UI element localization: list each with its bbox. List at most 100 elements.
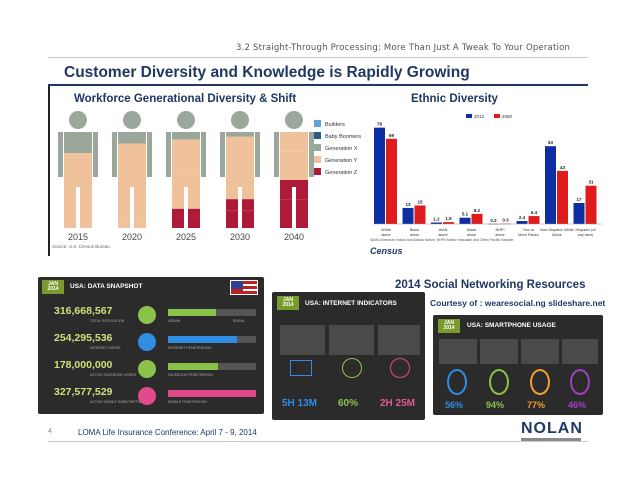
person-head (285, 111, 303, 129)
ethnic-heading: Ethnic Diversity (411, 93, 498, 105)
snapshot-bar-track (168, 363, 256, 370)
snapshot-row: 178,000,000 ACTIVE FACEBOOK USERS FACEBOOK… (38, 357, 264, 383)
person-segment (64, 132, 92, 154)
snapshot-label: TOTAL POPULATION (90, 319, 125, 323)
person-figure-2040: 2040 (274, 111, 314, 242)
ethnic-footnote: NAIN=American Indian and Alaska Native; … (370, 238, 514, 242)
person-head (123, 111, 141, 129)
ethnic-category-label: Asian alone (467, 228, 477, 237)
person-arm (166, 132, 171, 177)
workforce-people-figure: 2015 2020 2025 2030 2040 Builders Baby Boomers… (58, 111, 361, 242)
ethnic-value-label: 1.5 (445, 216, 452, 221)
legend-swatch (314, 168, 321, 175)
ethnic-bar (374, 127, 385, 224)
phone-icon-2 (489, 369, 509, 395)
ethnic-value-label: 13 (405, 202, 411, 207)
person-arm (147, 132, 152, 177)
snapshot-bar-label: FACEBOOK PENETRATION (168, 373, 213, 377)
year-label: 2030 (230, 232, 250, 242)
ethnic-value-label: 1.2 (433, 217, 440, 222)
smartphone-usage-panel: JAN 2014 USA: SMARTPHONE USAGE 56% 94% 7… (433, 315, 603, 415)
workforce-heading: Workforce Generational Diversity & Shift (74, 93, 297, 105)
internet-value-2: 60% (338, 398, 359, 409)
ethnic-category-label: NHPI alone (495, 228, 504, 237)
snapshot-bar-track (168, 336, 256, 343)
internet-title: USA: INTERNET INDICATORS (305, 300, 397, 307)
ethnic-value-label: 69 (389, 133, 395, 138)
ethnic-bar (528, 216, 540, 224)
snapshot-icon (138, 387, 156, 405)
internet-card-3 (378, 325, 420, 355)
ethnic-value-label: 6.4 (531, 210, 538, 215)
person-arm (309, 132, 314, 177)
legend-label: Builders (325, 122, 345, 128)
snapshot-row: 254,295,536 INTERNET USERS INTERNET PENETR… (38, 330, 264, 356)
snapshot-icon (138, 333, 156, 351)
person-segment (226, 132, 254, 137)
ethnic-value-label: 17 (576, 197, 582, 202)
snapshot-bar-fill (168, 336, 237, 343)
ethnic-bar (573, 203, 585, 224)
person-segment (172, 139, 200, 173)
person-arm (220, 132, 225, 177)
person-arm (112, 132, 117, 177)
person-arm (93, 132, 98, 177)
person-head (69, 111, 87, 129)
snapshot-number: 178,000,000 (54, 359, 113, 371)
snapshot-icon (138, 360, 156, 378)
person-leg-gap (76, 187, 80, 228)
internet-value-1: 5H 13M (282, 398, 318, 409)
snapshot-bar-label: INTERNET PENETRATION (168, 346, 212, 350)
person-head (231, 111, 249, 129)
us-flag-icon (230, 280, 258, 295)
snapshot-bar-label-2: RURAL (233, 319, 245, 323)
person-arm (201, 132, 206, 177)
footer-text: LOMA Life Insurance Conference: April 7 … (78, 428, 257, 437)
person-leg-gap (184, 187, 188, 228)
census-logo: Census (370, 246, 403, 256)
ethnic-value-label: 0.3 (502, 218, 509, 223)
ethnic-bar (431, 222, 442, 224)
legend-label: Generation X (325, 146, 358, 152)
internet-card-1 (280, 325, 325, 355)
smartphone-tag: JAN 2014 (438, 319, 460, 333)
ethnic-category-label: Non-Hispanic White Alone (540, 228, 574, 237)
ethnic-bar (557, 170, 568, 224)
person-segment (280, 151, 308, 180)
person-leg-gap (238, 187, 242, 228)
slide-title: Customer Diversity and Knowledge is Rapi… (64, 64, 470, 81)
person-arm (58, 132, 63, 177)
legend-swatch (314, 156, 321, 163)
snapshot-number: 327,577,529 (54, 386, 113, 398)
ethnic-category-label: Black alone (410, 228, 419, 237)
social-icon (390, 358, 410, 378)
internet-card-2 (329, 325, 374, 355)
legend-swatch (314, 120, 321, 127)
data-snapshot-panel: JAN 2014 USA: DATA SNAPSHOT 316,668,567 T… (38, 277, 264, 414)
courtesy-note: Courtesy of : wearesocial.ng slideshare.… (430, 298, 606, 308)
person-leg-gap (130, 187, 134, 228)
phone-icon-4 (570, 369, 590, 395)
ethnic-bar (443, 222, 454, 224)
title-underline (48, 84, 588, 86)
snapshot-bar-fill (168, 363, 219, 370)
laptop-icon (290, 360, 312, 376)
page-number: 4 (48, 428, 52, 435)
ethnic-category-label: White alone (381, 228, 391, 237)
person-arm (255, 132, 260, 177)
year-label: 2015 (68, 232, 88, 242)
person-segment (280, 132, 308, 152)
workforce-legend: Builders Baby Boomers Generation X Generati… (314, 120, 361, 176)
snapshot-label: ACTIVE FACEBOOK USERS (90, 373, 136, 377)
smartphone-card-2 (480, 339, 518, 364)
internet-tag: JAN 2014 (277, 296, 299, 310)
internet-value-3: 2H 25M (380, 398, 416, 409)
person-head (177, 111, 195, 129)
snapshot-icon (138, 306, 156, 324)
ethnic-bar (459, 217, 471, 224)
smartphone-value-2: 94% (486, 400, 505, 410)
phone-icon-1 (447, 369, 467, 395)
snapshot-bar-label: URBAN (168, 319, 181, 323)
person-segment (226, 136, 254, 166)
ethnic-bar (386, 138, 397, 224)
